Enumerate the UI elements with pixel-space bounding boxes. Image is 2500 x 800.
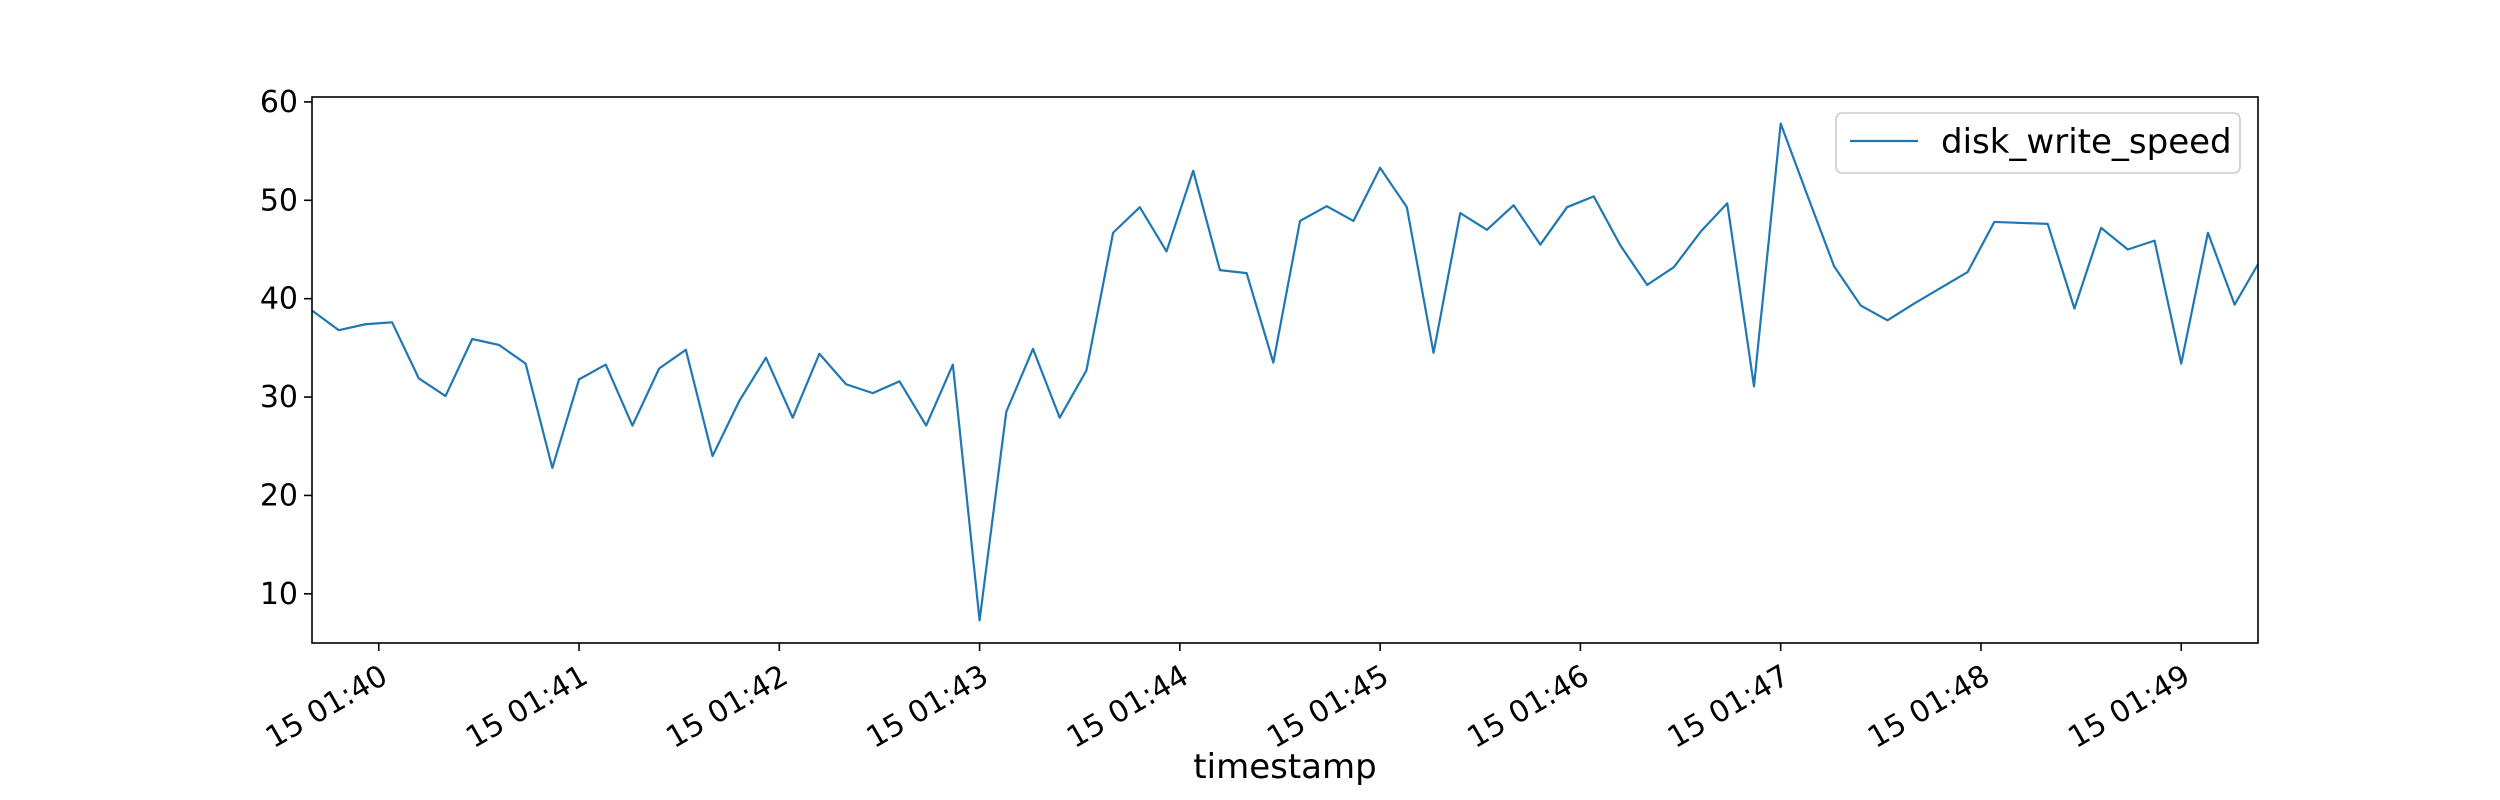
y-tick-label: 60	[260, 85, 298, 120]
y-tick-label: 10	[260, 577, 298, 612]
series-line-disk-write-speed	[311, 122, 2259, 622]
legend-box	[1835, 112, 2241, 174]
y-tick-label: 20	[260, 478, 298, 513]
plot-frame	[311, 96, 2259, 644]
legend: disk_write_speed	[1835, 112, 2241, 174]
y-axis-ticks: 10 20 30 40 50 60	[260, 85, 312, 612]
x-axis-label: timestamp	[1193, 747, 1376, 787]
y-tick-label: 50	[260, 183, 298, 218]
y-tick-label: 40	[260, 282, 298, 317]
legend-entry-disk-write-speed: disk_write_speed	[1941, 122, 2232, 162]
plot-area	[311, 122, 2259, 622]
y-tick-label: 30	[260, 380, 298, 415]
